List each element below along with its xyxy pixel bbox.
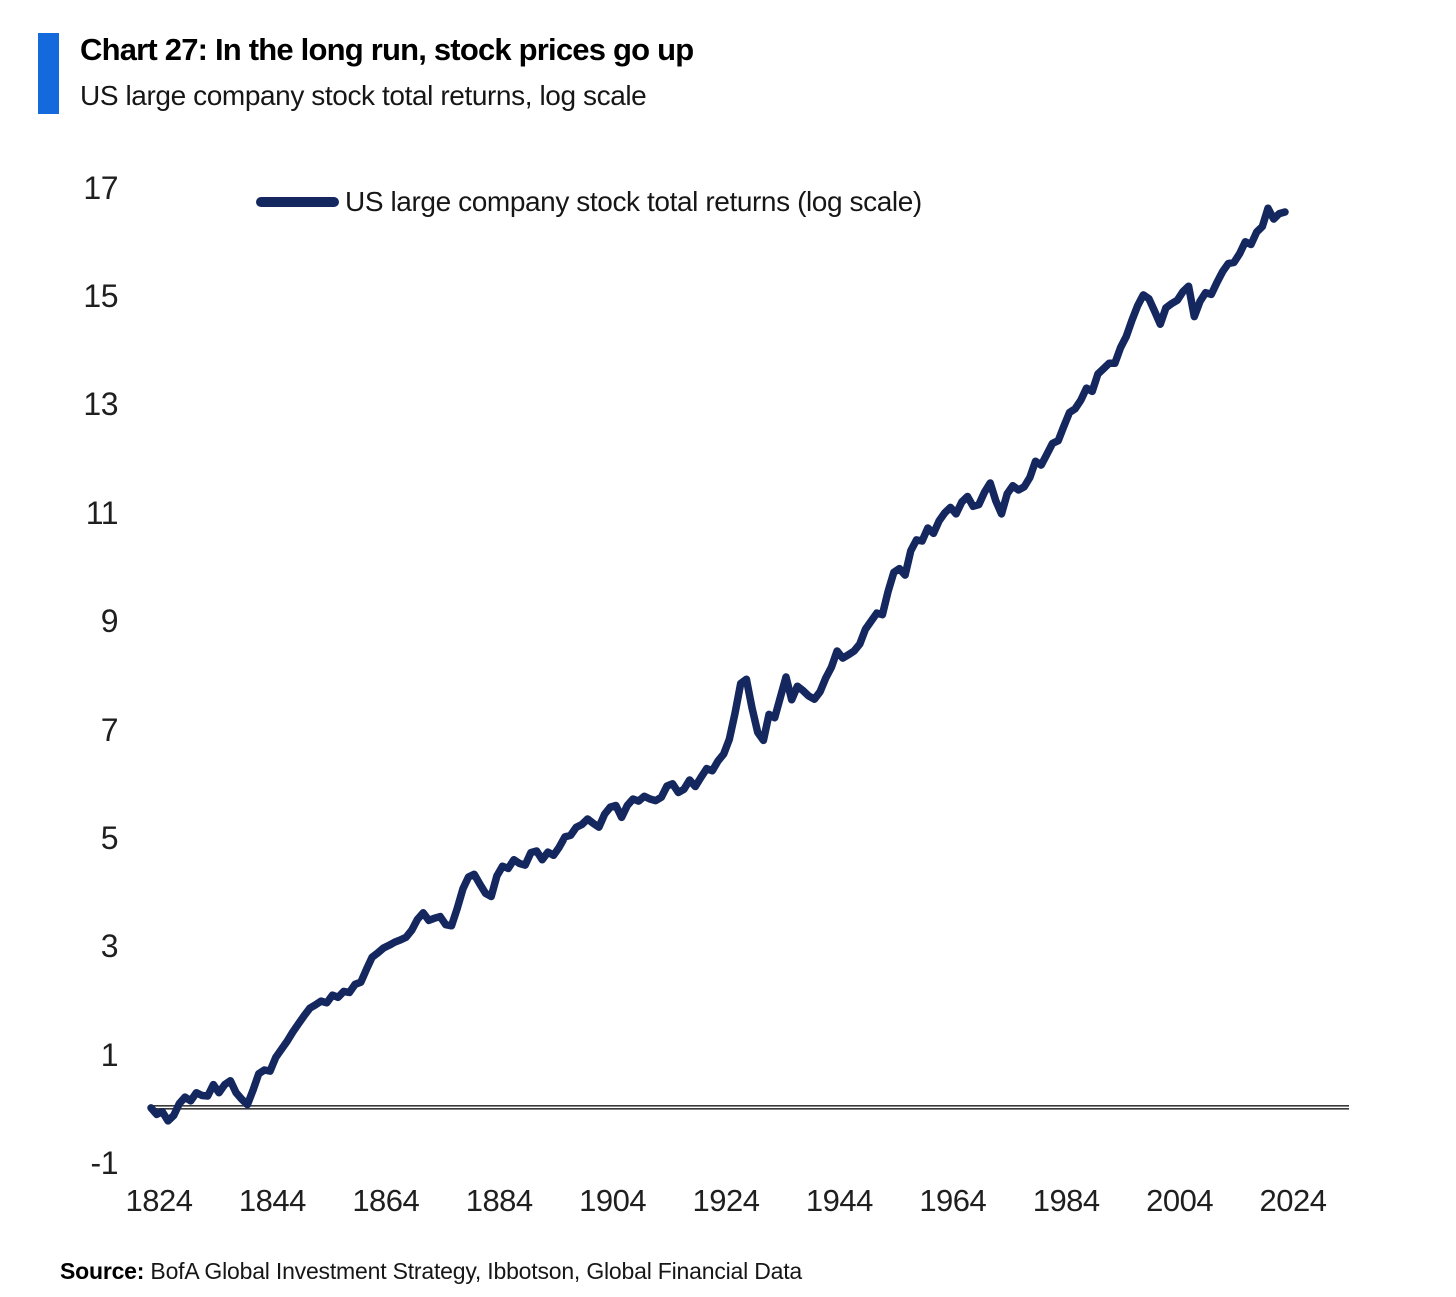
x-tick-label: 1964 xyxy=(919,1183,987,1218)
x-tick-label: 1864 xyxy=(352,1183,420,1218)
x-tick-label: 1984 xyxy=(1032,1183,1100,1218)
y-tick-label: 3 xyxy=(100,928,119,965)
y-tick-label: 17 xyxy=(83,169,118,206)
x-tick-label: 1884 xyxy=(465,1183,533,1218)
y-tick-label: -1 xyxy=(90,1145,119,1182)
chart-legend: US large company stock total returns (lo… xyxy=(256,186,922,218)
title-accent-bar xyxy=(38,33,59,114)
x-tick-label: 1824 xyxy=(125,1183,193,1218)
source-text: BofA Global Investment Strategy, Ibbotso… xyxy=(144,1258,803,1284)
total-returns-line xyxy=(147,204,1289,1125)
x-tick-label: 1844 xyxy=(238,1183,306,1218)
legend-label: US large company stock total returns (lo… xyxy=(345,186,922,217)
y-tick-label: 7 xyxy=(100,711,119,748)
chart-title: Chart 27: In the long run, stock prices … xyxy=(80,32,694,67)
source-line: Source: BofA Global Investment Strategy,… xyxy=(60,1258,802,1285)
y-tick-label: 1 xyxy=(100,1036,119,1073)
x-tick-label: 2024 xyxy=(1259,1183,1327,1218)
y-tick-label: 13 xyxy=(83,386,118,423)
source-label: Source: xyxy=(60,1258,145,1284)
y-tick-label: 9 xyxy=(100,603,119,640)
x-tick-label: 1904 xyxy=(579,1183,647,1218)
x-tick-label: 1944 xyxy=(805,1183,873,1218)
y-tick-label: 11 xyxy=(85,494,119,531)
x-tick-label: 1924 xyxy=(692,1183,760,1218)
y-tick-label: 5 xyxy=(100,820,119,856)
x-tick-label: 2004 xyxy=(1146,1183,1214,1218)
legend-line-swatch xyxy=(256,197,339,207)
chart-subtitle: US large company stock total returns, lo… xyxy=(80,80,647,111)
y-tick-label: 15 xyxy=(83,278,118,314)
